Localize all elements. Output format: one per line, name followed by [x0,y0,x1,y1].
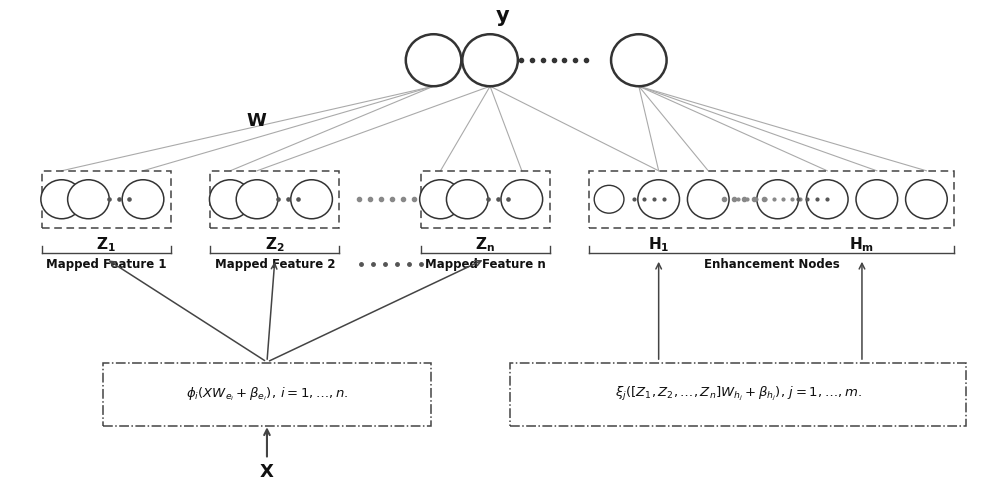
Text: $\mathbf{Z_n}$: $\mathbf{Z_n}$ [475,236,495,255]
Text: Mapped Feature 2: Mapped Feature 2 [215,257,335,270]
Ellipse shape [291,180,332,219]
Ellipse shape [687,180,729,219]
Ellipse shape [638,180,679,219]
Text: Mapped Feature 1: Mapped Feature 1 [46,257,167,270]
Ellipse shape [68,180,109,219]
Text: $\mathbf{Z_1}$: $\mathbf{Z_1}$ [96,236,116,255]
Ellipse shape [236,180,278,219]
Ellipse shape [757,180,798,219]
Text: $\mathbf{H_1}$: $\mathbf{H_1}$ [648,236,669,255]
Ellipse shape [594,185,624,213]
Ellipse shape [806,180,848,219]
Text: $\mathbf{W}$: $\mathbf{W}$ [246,112,268,130]
Ellipse shape [122,180,164,219]
Ellipse shape [501,180,543,219]
Ellipse shape [209,180,251,219]
Ellipse shape [906,180,947,219]
Ellipse shape [41,180,83,219]
Text: Mapped Feature n: Mapped Feature n [425,257,546,270]
Text: $\xi_j([Z_1,Z_2,\ldots,Z_n]W_{h_j}+\beta_{h_j}),\,j=1,\ldots,m.$: $\xi_j([Z_1,Z_2,\ldots,Z_n]W_{h_j}+\beta… [615,385,861,403]
Ellipse shape [420,180,461,219]
Text: $\mathbf{Z_2}$: $\mathbf{Z_2}$ [265,236,285,255]
Ellipse shape [611,34,667,86]
Text: $\mathbf{X}$: $\mathbf{X}$ [259,463,275,481]
Ellipse shape [446,180,488,219]
Text: $\mathbf{y}$: $\mathbf{y}$ [495,8,511,28]
Text: Enhancement Nodes: Enhancement Nodes [704,257,840,270]
Text: $\mathbf{H_m}$: $\mathbf{H_m}$ [849,236,875,255]
Ellipse shape [406,34,461,86]
Ellipse shape [856,180,898,219]
Text: $\phi_i(XW_{e_i}+\beta_{e_i}),\,i=1,\ldots,n.$: $\phi_i(XW_{e_i}+\beta_{e_i}),\,i=1,\ldo… [186,385,348,403]
Ellipse shape [462,34,518,86]
